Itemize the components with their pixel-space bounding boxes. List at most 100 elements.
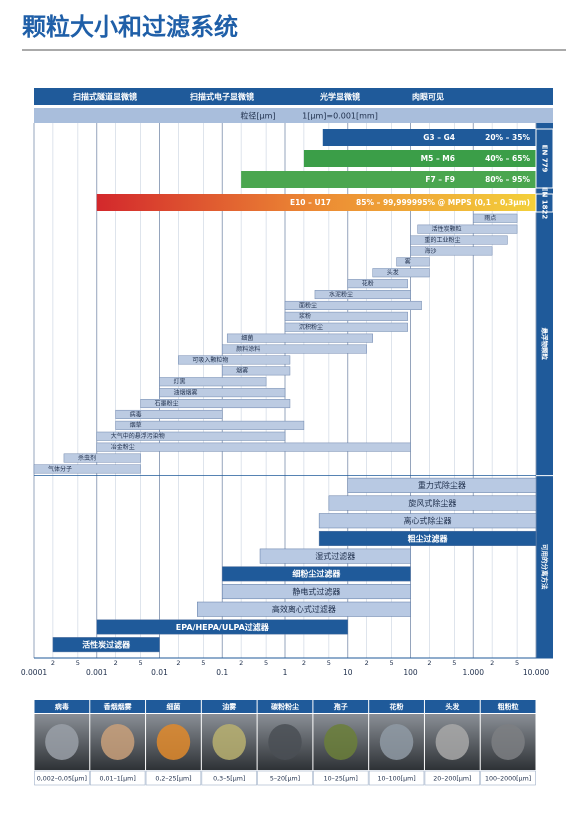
filter-efficiency: 80% – 95% [485, 175, 530, 184]
gallery-image-subject [100, 724, 135, 760]
gallery-name: 花粉 [390, 702, 404, 711]
filter-class-name: G3 – G4 [423, 133, 455, 142]
particle-name: 颜料涂料 [236, 345, 260, 353]
instrument-band [34, 88, 553, 105]
filter-efficiency: 40% – 65% [485, 154, 530, 163]
separator-name: 粗尘过滤器 [408, 533, 449, 543]
gallery-name: 香烟烟雾 [103, 702, 133, 711]
x-tick-label: 0.001 [86, 668, 108, 677]
filter-efficiency: 85% – 99,999995% @ MPPS (0,1 – 0,3µm) [356, 198, 530, 207]
instrument-label: 扫描式隧道显微镜 [73, 92, 137, 102]
separator-name: 活性炭过滤器 [82, 640, 131, 650]
gallery-header [90, 700, 146, 713]
gallery-size: 0,3–5[µm] [213, 776, 245, 783]
gallery-size-box [89, 770, 146, 786]
gallery-image-subject [268, 724, 302, 760]
filter-class-bar [303, 150, 536, 167]
separator-name: 湿式过滤器 [315, 551, 355, 561]
gallery-header [34, 700, 90, 713]
particle-bar [284, 322, 408, 332]
separator-name: EPA/HEPA/ULPA过滤器 [176, 622, 270, 632]
gallery-size-box [257, 770, 313, 786]
gallery-header [257, 700, 313, 713]
x-tick-label: 5 [264, 659, 268, 667]
separator-bar [318, 530, 537, 546]
particle-bar [159, 388, 286, 398]
particle-bar [473, 213, 518, 223]
filter-efficiency: 20% – 35% [485, 133, 530, 142]
gallery-name: 粗粉粒 [498, 702, 519, 711]
gallery-size: 5–20[µm] [270, 776, 300, 783]
x-axis-label: 粒径[µm] [240, 111, 275, 121]
particle-name: 大气中的悬浮污染物 [111, 432, 165, 440]
particle-bar [284, 300, 422, 310]
particle-bar [410, 246, 493, 256]
particle-name: 石墨粉尘 [155, 399, 179, 407]
instrument-label: 光学显微镜 [319, 92, 360, 102]
particle-name: 海沙 [425, 247, 437, 255]
particle-name: 水泥粉尘 [329, 290, 353, 298]
gallery-name: 孢子 [334, 702, 348, 711]
particle-name: 可吸入颗粒物 [192, 356, 228, 364]
particle-bar [410, 235, 508, 245]
gallery-image-subject [491, 724, 525, 760]
x-tick-label: 5 [390, 659, 394, 667]
gallery-header [480, 700, 536, 713]
gallery-image-subject [379, 724, 414, 760]
gallery-size-box [480, 770, 536, 786]
gallery-name: 碳粉粉尘 [271, 702, 299, 711]
particle-bar [159, 377, 267, 387]
x-tick-label: 5 [452, 659, 456, 667]
particle-bar [33, 464, 141, 474]
x-tick-label: 10 [343, 668, 353, 677]
particles-label: 悬浮物颗粒 [541, 327, 550, 361]
particle-bar [417, 224, 518, 234]
x-tick-label: 2 [51, 659, 55, 667]
gallery-header [313, 700, 369, 713]
gallery-header [424, 700, 480, 713]
x-tick-label: 2 [114, 659, 118, 667]
particle-bar [140, 399, 291, 409]
x-tick-label: 0.1 [216, 668, 228, 677]
particle-name: 面粉尘 [299, 301, 317, 309]
separator-bar [347, 477, 537, 493]
particle-name: 浆粉 [299, 312, 311, 320]
gallery-size: 0,2–25[µm] [155, 776, 191, 783]
gallery-size-box [368, 770, 425, 786]
separator-bar [259, 548, 411, 564]
gallery-header [146, 700, 201, 713]
gallery-header [369, 700, 424, 713]
particle-bar [115, 409, 223, 419]
gallery-image-subject [435, 724, 470, 760]
gallery-image-subject [324, 724, 358, 760]
x-tick-label: 2 [427, 659, 431, 667]
gallery-size: 20–200[µm] [433, 776, 471, 783]
separator-bar [197, 601, 411, 617]
particle-name: 雨点 [484, 214, 496, 222]
filter-class-name: E10 – U17 [290, 198, 331, 207]
gallery-size: 10–25[µm] [324, 776, 358, 783]
x-tick-label: 0.0001 [21, 668, 47, 677]
particle-name: 冶金粉尘 [111, 443, 135, 451]
separator-bar [52, 637, 160, 653]
x-tick-label: 1.000 [463, 668, 485, 677]
gallery-header [201, 700, 257, 713]
separator-bar [222, 566, 411, 582]
side-strip [536, 123, 553, 658]
filter-group-label: EN 1822 [541, 187, 549, 220]
particle-name: 重的工业粉尘 [425, 236, 461, 244]
filter-class-name: F7 – F9 [425, 175, 455, 184]
particle-bar [347, 279, 408, 289]
x-axis-note: 1[µm]=0.001[mm] [302, 112, 378, 121]
gallery-size-box [34, 770, 90, 786]
gallery-image-subject [156, 724, 191, 760]
x-tick-label: 5 [327, 659, 331, 667]
particle-bar [222, 344, 367, 354]
separator-bar [222, 584, 411, 600]
filter-group-label: EN 779 [541, 145, 549, 173]
separator-name: 离心式除尘器 [404, 516, 452, 526]
size-band [34, 108, 553, 123]
separator-name: 细粉尘过滤器 [292, 569, 341, 579]
x-tick-label: 2 [239, 659, 243, 667]
x-tick-label: 2 [365, 659, 369, 667]
